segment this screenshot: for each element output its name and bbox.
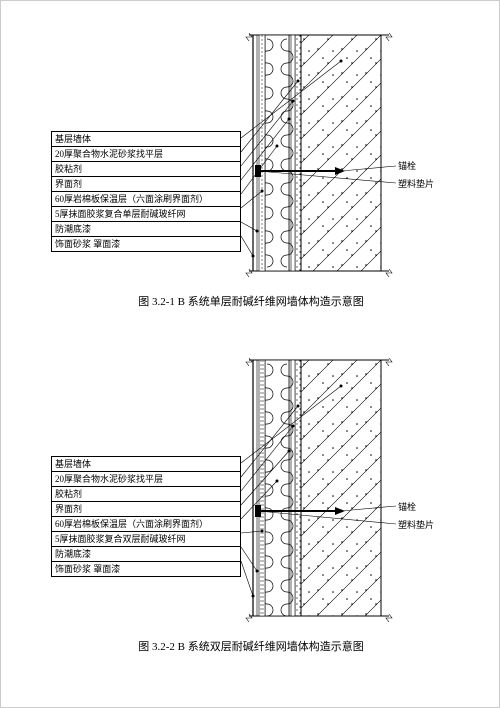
label-row: 界面剂 xyxy=(52,502,240,517)
label-row: 饰面砂浆 罩面漆 xyxy=(52,562,240,577)
label-row: 20厚聚合物水泥砂浆找平层 xyxy=(52,147,240,162)
page: 基层墙体 20厚聚合物水泥砂浆找平层 胶粘剂 界面剂 60厚岩棉板保温层（六面涂… xyxy=(0,0,500,708)
layer-rockwool xyxy=(265,35,289,271)
label-row: 5厚抹面胶浆复合单层耐碱玻纤网 xyxy=(52,207,240,222)
figure-2: 基层墙体 20厚聚合物水泥砂浆找平层 胶粘剂 界面剂 60厚岩棉板保温层（六面涂… xyxy=(1,356,500,676)
layer-render-mesh xyxy=(259,360,265,616)
fig2-right-label-anchor: 锚栓 xyxy=(398,500,416,513)
fig1-right-label-washer: 塑料垫片 xyxy=(398,177,434,190)
fig2-right-label-washer: 塑料垫片 xyxy=(398,518,434,531)
label-row: 饰面砂浆 罩面漆 xyxy=(52,237,240,252)
layer-wall xyxy=(301,360,381,616)
label-row: 胶粘剂 xyxy=(52,487,240,502)
label-row: 60厚岩棉板保温层（六面涂刷界面剂） xyxy=(52,517,240,532)
label-row: 胶粘剂 xyxy=(52,162,240,177)
fig1-label-box: 基层墙体 20厚聚合物水泥砂浆找平层 胶粘剂 界面剂 60厚岩棉板保温层（六面涂… xyxy=(51,131,241,252)
label-row: 5厚抹面胶浆复合双层耐碱玻纤网 xyxy=(52,532,240,547)
label-row: 基层墙体 xyxy=(52,457,240,472)
label-row: 基层墙体 xyxy=(52,132,240,147)
layer-rockwool xyxy=(265,360,289,616)
fig2-label-box: 基层墙体 20厚聚合物水泥砂浆找平层 胶粘剂 界面剂 60厚岩棉板保温层（六面涂… xyxy=(51,456,241,577)
layer-wall xyxy=(301,35,381,271)
layer-leveling xyxy=(295,35,301,271)
label-row: 20厚聚合物水泥砂浆找平层 xyxy=(52,472,240,487)
layer-leveling xyxy=(295,360,301,616)
fig1-caption: 图 3.2-1 B 系统单层耐碱纤维网墙体构造示意图 xyxy=(1,293,500,309)
label-row: 防潮底漆 xyxy=(52,547,240,562)
label-row: 界面剂 xyxy=(52,177,240,192)
fig1-right-label-anchor: 锚栓 xyxy=(398,159,416,172)
fig2-caption: 图 3.2-2 B 系统双层耐碱纤维网墙体构造示意图 xyxy=(1,638,500,654)
label-row: 防潮底漆 xyxy=(52,222,240,237)
label-row: 60厚岩棉板保温层（六面涂刷界面剂） xyxy=(52,192,240,207)
figure-1: 基层墙体 20厚聚合物水泥砂浆找平层 胶粘剂 界面剂 60厚岩棉板保温层（六面涂… xyxy=(1,31,500,331)
